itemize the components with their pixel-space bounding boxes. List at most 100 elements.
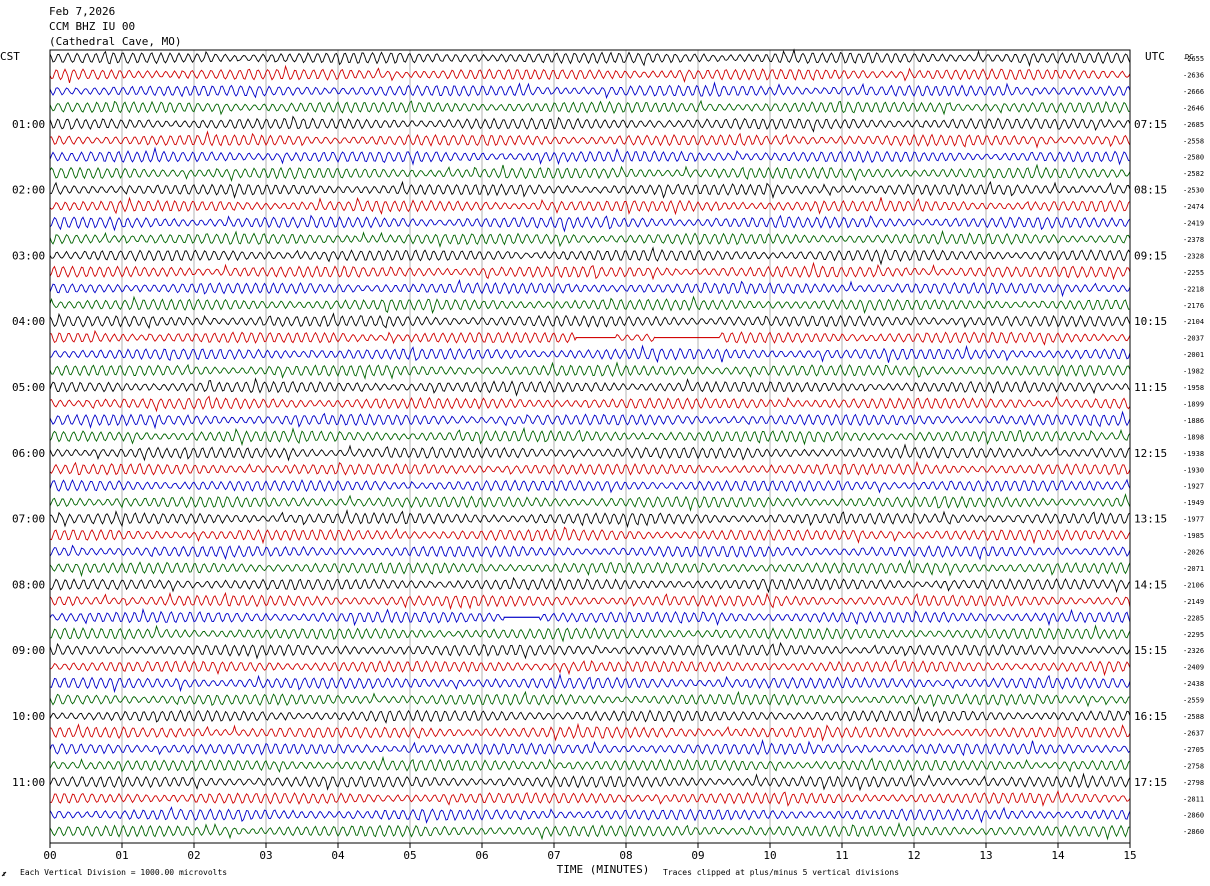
x-axis-label: TIME (MINUTES) [557,863,650,876]
dc-offset-label: -2037 [1183,335,1204,343]
dc-offset-label: -2285 [1183,614,1204,622]
x-tick-label: 08 [619,849,632,862]
utc-axis-title: UTC [1145,50,1165,63]
seismic-trace [49,81,1131,100]
x-tick-label: 01 [115,849,128,862]
seismic-trace [49,99,1131,116]
seismic-trace [49,395,1131,413]
cst-hour-label: 01:00 [12,118,45,131]
seismic-trace [49,789,1131,807]
x-tick-label: 13 [979,849,992,862]
seismic-trace [49,130,1131,149]
cst-hour-label: 10:00 [12,710,45,723]
dc-offset-label: -2409 [1183,664,1204,672]
flat-segments [503,337,720,618]
x-tick-label: 06 [475,849,488,862]
dc-offset-label: -1985 [1183,532,1204,540]
utc-hour-label: 12:15 [1134,447,1167,460]
cst-hour-label: 08:00 [12,578,45,591]
cst-hour-label: 06:00 [12,447,45,460]
dc-offset-label: -2811 [1183,795,1204,803]
utc-hour-label: 16:15 [1134,710,1167,723]
dc-offset-label: -2419 [1183,220,1204,228]
utc-hour-label: 14:15 [1134,578,1167,591]
seismic-trace [49,591,1131,611]
dc-offset-label: -2218 [1183,285,1204,293]
dc-offset-label: -2295 [1183,631,1204,639]
seismic-traces [49,48,1131,841]
seismic-trace [49,559,1131,578]
dc-offset-label: -2758 [1183,762,1204,770]
cst-axis-title: CST [0,50,20,63]
dc-offset-label: -1977 [1183,516,1204,524]
x-tick-label: 15 [1123,849,1136,862]
utc-hour-label: 15:15 [1134,644,1167,657]
seismic-trace [49,806,1131,824]
cst-hour-label: 04:00 [12,315,45,328]
seismic-trace [49,443,1131,462]
seismic-trace [49,295,1131,315]
seismic-trace [49,377,1131,397]
dc-offset-label: -2666 [1183,88,1204,96]
dc-offset-label: -1898 [1183,433,1204,441]
x-tick-label: 05 [403,849,416,862]
dc-offset-label: -2176 [1183,302,1204,310]
dc-offset-label: -2328 [1183,252,1204,260]
x-tick-label: 03 [259,849,272,862]
dc-offset-label: -2588 [1183,713,1204,721]
seismic-trace [49,659,1131,677]
dc-offset-label: -2026 [1183,549,1204,557]
seismic-trace [49,641,1131,660]
dc-offset-label: -2149 [1183,598,1204,606]
dc-offset-label: -2326 [1183,647,1204,655]
utc-hour-label: 09:15 [1134,249,1167,262]
dc-offset-label: -2705 [1183,746,1204,754]
x-tick-labels: 00 01 02 03 04 05 06 07 08 09 10 11 12 13 14 15 [43,843,1137,862]
dc-offset-label: -2106 [1183,581,1204,589]
dc-offset-label: -1949 [1183,499,1204,507]
seismic-trace [49,821,1131,841]
seismic-trace [49,460,1131,476]
seismic-trace [49,48,1131,68]
dc-offset-label: -1930 [1183,466,1204,474]
cst-hour-label: 02:00 [12,184,45,197]
seismic-trace [49,772,1131,792]
seismic-trace [49,229,1131,248]
station-code: CCM BHZ IU 00 [49,20,136,33]
dc-offset-label: -2580 [1183,154,1204,162]
dc-offset-label: -2582 [1183,170,1204,178]
seismic-trace [49,312,1131,329]
dc-offset-label: -1927 [1183,483,1204,491]
dc-offset-label: -2636 [1183,71,1204,79]
dc-offset-label: -1958 [1183,384,1204,392]
x-tick-label: 09 [691,849,704,862]
record-date: Feb 7,2026 [49,5,116,18]
seismic-trace [49,196,1131,216]
dc-offset-label: -2798 [1183,779,1204,787]
seismic-trace [49,755,1131,774]
dc-offset-label: -1982 [1183,368,1204,376]
dc-offset-label: -2559 [1183,697,1204,705]
seismic-trace [49,526,1131,545]
utc-hour-label: 07:15 [1134,118,1167,131]
seismic-trace [49,361,1131,380]
cst-hour-label: 07:00 [12,513,45,526]
seismic-trace [49,738,1131,757]
seismic-trace [49,261,1131,281]
seismic-trace [49,509,1131,529]
seismic-trace [49,705,1131,724]
x-tick-label: 04 [331,849,345,862]
seismic-trace [49,607,1131,627]
seismic-trace [49,410,1131,430]
utc-hour-label: 10:15 [1134,315,1167,328]
dc-offset-label: -2104 [1183,318,1204,326]
seismic-trace [49,493,1131,512]
x-tick-label: 00 [43,849,56,862]
x-tick-label: 10 [763,849,776,862]
dc-offset-label: -2474 [1183,203,1204,211]
utc-hour-labels: 07:15 08:15 09:15 10:15 11:15 12:15 13:15 14:15… [1134,118,1167,789]
dc-offset-label: -2860 [1183,812,1204,820]
x-tick-label: 07 [547,849,560,862]
dc-offset-label: -2530 [1183,187,1204,195]
dc-offset-label: -2646 [1183,104,1204,112]
